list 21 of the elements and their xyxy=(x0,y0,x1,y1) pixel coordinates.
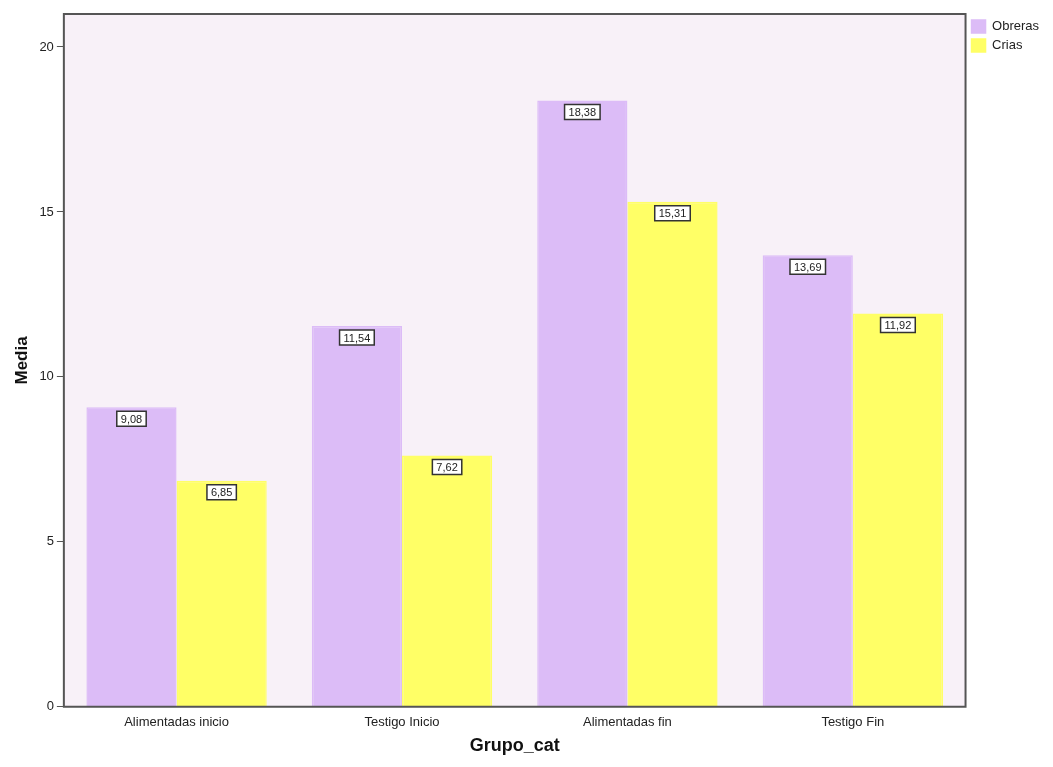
y-tick-label: 0 xyxy=(46,698,54,714)
x-tick-label: Alimentadas fin xyxy=(582,714,672,730)
legend-label: Obreras xyxy=(992,18,1040,34)
data-label: 18,38 xyxy=(568,105,597,118)
y-axis-title: Media xyxy=(11,335,31,385)
legend-label: Crias xyxy=(992,37,1023,53)
x-tick-label: Testigo Inicio xyxy=(364,714,440,730)
data-label: 6,85 xyxy=(210,486,233,499)
x-tick-label: Testigo Fin xyxy=(821,714,885,730)
y-tick-label: 15 xyxy=(39,203,54,219)
data-label: 15,31 xyxy=(658,207,687,220)
data-label: 11,54 xyxy=(343,331,371,344)
data-label: 11,92 xyxy=(884,319,912,332)
y-tick-label: 5 xyxy=(46,533,54,549)
data-label: 7,62 xyxy=(436,460,458,473)
y-tick-label: 10 xyxy=(39,368,54,384)
data-label: 9,08 xyxy=(120,412,143,425)
x-axis-title: Grupo_cat xyxy=(469,735,560,756)
y-tick-label: 20 xyxy=(39,38,54,54)
data-label: 13,69 xyxy=(793,260,822,273)
x-tick-label: Alimentadas inicio xyxy=(124,714,229,730)
